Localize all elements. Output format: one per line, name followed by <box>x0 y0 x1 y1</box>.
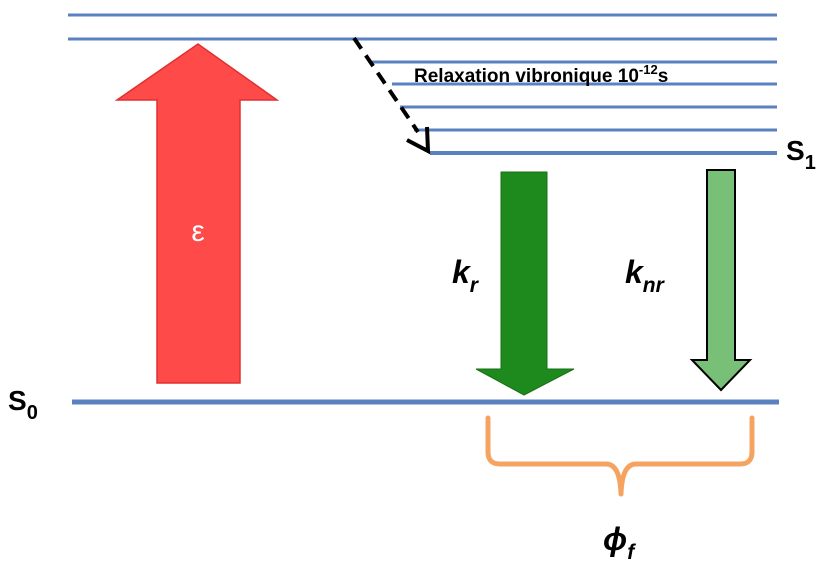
s1-vibrational-levels <box>68 13 777 132</box>
phi-subscript: f <box>627 541 636 564</box>
relaxation-dashed-line <box>352 36 420 134</box>
phi-f-label: ϕf <box>603 521 636 564</box>
knr-symbol: k <box>625 254 645 290</box>
s0-label: S0 <box>8 385 38 424</box>
s1-subscript: 1 <box>805 152 816 174</box>
relaxation-unit: s <box>658 66 669 87</box>
excitation-arrow <box>114 43 280 384</box>
s1-symbol: S <box>786 135 805 166</box>
s0-symbol: S <box>8 385 27 416</box>
knr-label: knr <box>625 254 666 297</box>
nonradiative-decay-arrow <box>689 169 753 392</box>
kr-label: kr <box>452 254 480 297</box>
relaxation-exponent: -12 <box>639 62 658 77</box>
kr-subscript: r <box>470 274 480 297</box>
kr-symbol: k <box>452 254 472 290</box>
phi-symbol: ϕ <box>603 521 627 557</box>
epsilon-label: ε <box>191 215 204 248</box>
s0-subscript: 0 <box>27 402 38 424</box>
radiative-decay-arrow <box>475 171 575 396</box>
knr-subscript: nr <box>643 274 666 297</box>
relaxation-arrowhead <box>406 126 431 155</box>
relaxation-text: Relaxation vibronique 10 <box>414 66 639 87</box>
relaxation-label: Relaxation vibronique 10-12s <box>414 62 668 87</box>
quantum-yield-brace <box>485 415 755 497</box>
vibrational-relaxation-arrow <box>352 36 431 155</box>
s1-label: S1 <box>786 135 816 174</box>
